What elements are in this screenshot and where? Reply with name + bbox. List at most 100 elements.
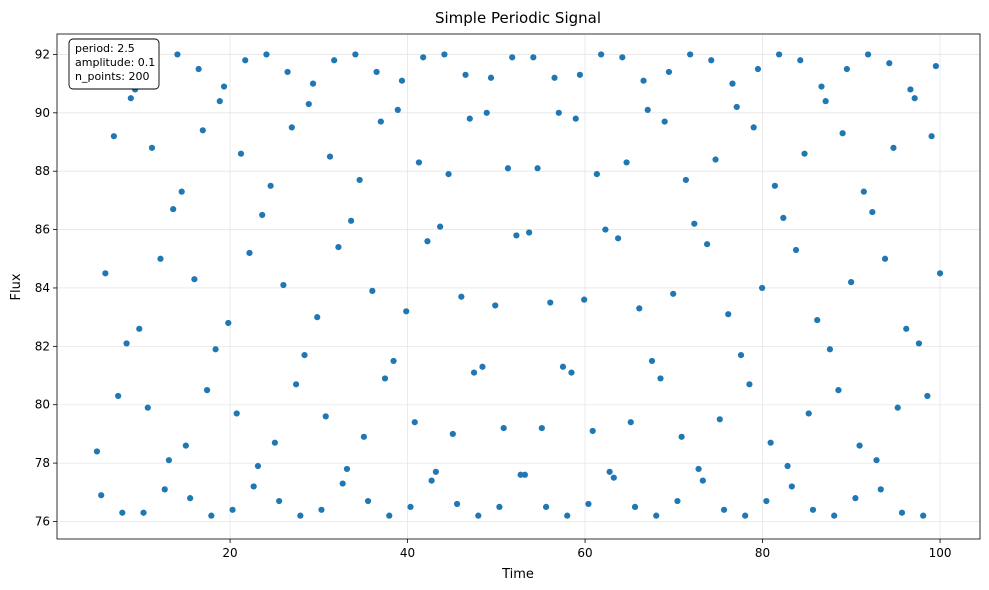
- data-point: [441, 51, 448, 58]
- data-point: [123, 340, 130, 347]
- x-tick-label: 20: [222, 546, 237, 560]
- y-tick-label: 92: [35, 47, 50, 61]
- data-point: [229, 506, 236, 513]
- data-point: [415, 159, 423, 166]
- data-point: [178, 188, 185, 195]
- info-n-points: n_points: 200: [75, 70, 149, 83]
- data-point: [602, 226, 609, 233]
- y-tick-label: 76: [35, 514, 50, 528]
- data-point: [619, 54, 626, 61]
- data-point: [305, 100, 312, 108]
- data-point: [606, 468, 613, 475]
- data-point: [458, 293, 465, 300]
- data-point: [475, 512, 482, 519]
- data-point: [504, 165, 512, 172]
- data-point: [297, 512, 304, 519]
- data-point: [631, 503, 639, 510]
- data-point: [784, 462, 791, 470]
- data-point: [661, 118, 668, 125]
- data-point: [513, 232, 520, 239]
- data-point: [187, 495, 194, 502]
- data-point: [174, 51, 181, 58]
- data-point: [928, 133, 935, 140]
- data-point: [805, 410, 812, 417]
- chart-title: Simple Periodic Signal: [435, 9, 601, 27]
- data-point: [373, 68, 380, 76]
- data-point: [98, 492, 105, 499]
- data-point: [237, 150, 245, 157]
- data-point: [161, 486, 168, 493]
- data-point: [364, 497, 372, 505]
- data-point: [199, 127, 206, 134]
- data-point: [754, 65, 762, 73]
- x-tick-label: 60: [577, 546, 592, 560]
- data-point: [208, 512, 215, 519]
- data-point: [170, 206, 177, 213]
- data-point: [657, 375, 664, 382]
- x-tick-label: 80: [755, 546, 770, 560]
- data-point: [915, 340, 923, 347]
- data-point: [203, 387, 211, 394]
- data-point: [924, 392, 931, 400]
- data-point: [640, 77, 647, 84]
- data-point: [220, 83, 228, 90]
- info-period: period: 2.5: [75, 42, 135, 55]
- data-point: [428, 477, 435, 484]
- data-point: [259, 211, 266, 219]
- data-point: [466, 115, 473, 122]
- data-point: [737, 351, 745, 359]
- data-point: [127, 95, 134, 102]
- data-point: [250, 483, 257, 490]
- data-point: [284, 68, 291, 76]
- data-point: [725, 311, 732, 318]
- data-point: [903, 325, 910, 332]
- data-point: [496, 503, 503, 510]
- data-point: [869, 208, 876, 216]
- data-point: [936, 270, 944, 277]
- data-point: [678, 433, 685, 440]
- data-point: [318, 506, 325, 513]
- data-point: [263, 51, 270, 58]
- info-amplitude: amplitude: 0.1: [75, 56, 155, 69]
- data-point: [695, 465, 702, 473]
- data-point: [500, 424, 507, 432]
- data-point: [233, 410, 240, 417]
- data-point: [420, 54, 427, 61]
- data-point: [670, 290, 677, 297]
- data-point: [598, 51, 605, 58]
- data-point: [860, 188, 867, 195]
- data-point: [322, 413, 329, 420]
- y-tick-label: 88: [35, 164, 50, 178]
- data-point: [877, 486, 884, 493]
- data-point: [873, 457, 880, 464]
- data-point: [801, 150, 808, 157]
- info-box: period: 2.5 amplitude: 0.1 n_points: 200: [68, 38, 160, 90]
- data-point: [551, 74, 558, 81]
- data-point: [225, 319, 232, 327]
- data-point: [682, 176, 689, 184]
- data-point: [136, 325, 143, 332]
- data-point: [445, 171, 452, 178]
- data-point: [644, 106, 651, 113]
- data-point: [742, 512, 749, 519]
- data-point: [462, 71, 469, 78]
- data-point: [93, 448, 101, 455]
- data-point: [411, 419, 418, 426]
- data-point: [165, 457, 173, 464]
- data-point: [771, 182, 778, 189]
- data-point: [191, 276, 198, 283]
- data-point: [276, 497, 283, 505]
- data-point: [750, 124, 757, 131]
- data-point: [301, 351, 308, 359]
- data-point: [864, 51, 872, 58]
- data-point: [564, 512, 571, 519]
- data-point: [110, 133, 117, 140]
- data-point: [907, 86, 914, 93]
- data-point: [894, 404, 901, 411]
- data-point: [267, 182, 274, 189]
- data-point: [653, 512, 660, 519]
- data-point: [848, 279, 855, 286]
- data-point: [470, 369, 478, 376]
- data-point: [487, 74, 495, 81]
